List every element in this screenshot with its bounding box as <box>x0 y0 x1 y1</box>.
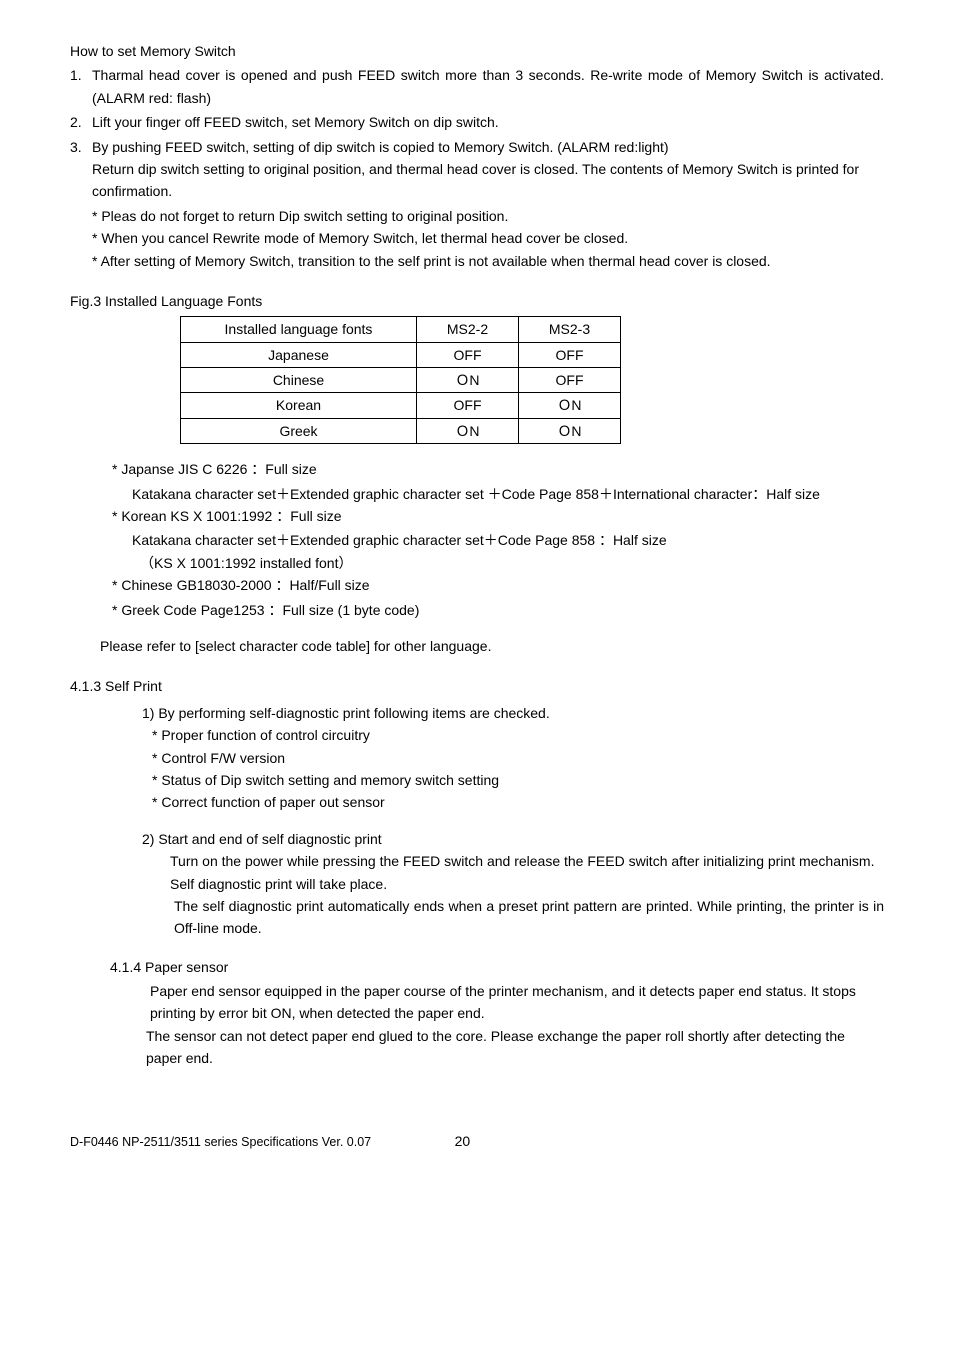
note-korean: * Korean KS X 1001:1992 ：Full size <box>112 505 884 527</box>
cell-ms23: OFF <box>519 342 621 367</box>
th-ms23: MS2-3 <box>519 317 621 342</box>
s414-l2: The sensor can not detect paper end glue… <box>70 1025 884 1070</box>
cell-ms23: ＯN <box>519 393 621 418</box>
footer-page-number: 20 <box>455 1130 471 1152</box>
s413-p1: 1) By performing self-diagnostic print f… <box>70 702 884 724</box>
cell-lang: Korean <box>181 393 417 418</box>
table-row: Chinese ＯN OFF <box>181 368 621 393</box>
step-num: 3. <box>70 136 92 203</box>
note-korean-body: Katakana character set＋Extended graphic … <box>112 529 884 551</box>
note-korean-body2: （KS X 1001:1992 installed font） <box>112 552 884 574</box>
step3-line1: By pushing FEED switch, setting of dip s… <box>92 139 669 155</box>
section-title: How to set Memory Switch <box>70 40 884 62</box>
note-chinese: * Chinese GB18030-2000 ：Half/Full size <box>112 574 884 596</box>
table-row: Japanese OFF OFF <box>181 342 621 367</box>
step-text: By pushing FEED switch, setting of dip s… <box>92 136 884 203</box>
font-notes: * Japanse JIS C 6226 ：Full size Katakana… <box>70 458 884 621</box>
cell-ms22: OFF <box>417 393 519 418</box>
s413-b4: * Correct function of paper out sensor <box>70 791 884 813</box>
step3-line2: Return dip switch setting to original po… <box>92 161 859 199</box>
s413-b1: * Proper function of control circuitry <box>70 724 884 746</box>
cell-ms22: ＯN <box>417 368 519 393</box>
step-text: Lift your finger off FEED switch, set Me… <box>92 111 884 133</box>
section-414-title: 4.1.4 Paper sensor <box>70 956 884 978</box>
step3-star3: * After setting of Memory Switch, transi… <box>70 250 884 272</box>
note-japanese: * Japanse JIS C 6226 ：Full size <box>112 458 884 480</box>
note-greek: * Greek Code Page1253 ：Full size (1 byte… <box>112 599 884 621</box>
step-num: 1. <box>70 64 92 109</box>
language-fonts-table: Installed language fonts MS2-2 MS2-3 Jap… <box>180 316 621 444</box>
step-num: 2. <box>70 111 92 133</box>
th-lang: Installed language fonts <box>181 317 417 342</box>
step3-star1: * Pleas do not forget to return Dip swit… <box>70 205 884 227</box>
footer-doc-id: D-F0446 NP-2511/3511 series Specificatio… <box>70 1135 371 1149</box>
s413-b2: * Control F/W version <box>70 747 884 769</box>
step-text: Tharmal head cover is opened and push FE… <box>92 64 884 109</box>
page-footer: D-F0446 NP-2511/3511 series Specificatio… <box>70 1130 884 1152</box>
s413-p2: 2) Start and end of self diagnostic prin… <box>70 828 884 850</box>
table-header-row: Installed language fonts MS2-2 MS2-3 <box>181 317 621 342</box>
table-row: Korean OFF ＯN <box>181 393 621 418</box>
s414-l1: Paper end sensor equipped in the paper c… <box>70 980 884 1025</box>
cell-ms22: OFF <box>417 342 519 367</box>
step3-star2: * When you cancel Rewrite mode of Memory… <box>70 227 884 249</box>
steps-list: 1. Tharmal head cover is opened and push… <box>70 64 884 202</box>
cell-ms22: ＯN <box>417 418 519 443</box>
note-japanese-body: Katakana character set＋Extended graphic … <box>112 483 884 505</box>
s413-p2b: The self diagnostic print automatically … <box>70 895 884 940</box>
cell-lang: Japanese <box>181 342 417 367</box>
cell-lang: Chinese <box>181 368 417 393</box>
s413-p2a: Turn on the power while pressing the FEE… <box>70 850 884 895</box>
step-2: 2. Lift your finger off FEED switch, set… <box>70 111 884 133</box>
refer-note: Please refer to [select character code t… <box>100 635 884 657</box>
fig3-title: Fig.3 Installed Language Fonts <box>70 290 884 312</box>
step-1: 1. Tharmal head cover is opened and push… <box>70 64 884 109</box>
cell-ms23: OFF <box>519 368 621 393</box>
table-row: Greek ＯN ＯN <box>181 418 621 443</box>
step-3: 3. By pushing FEED switch, setting of di… <box>70 136 884 203</box>
th-ms22: MS2-2 <box>417 317 519 342</box>
cell-ms23: ＯN <box>519 418 621 443</box>
s413-b3: * Status of Dip switch setting and memor… <box>70 769 884 791</box>
cell-lang: Greek <box>181 418 417 443</box>
section-413-title: 4.1.3 Self Print <box>70 675 884 697</box>
